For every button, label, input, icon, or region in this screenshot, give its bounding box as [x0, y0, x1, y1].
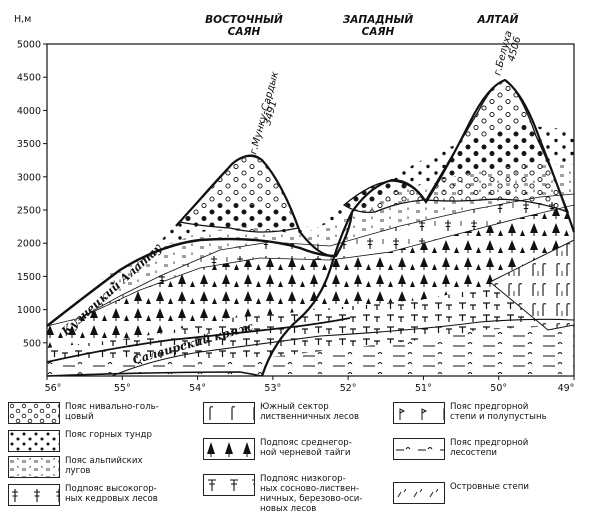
legend-label: Пояс горных тундр — [65, 430, 152, 440]
y-tick-label: 1500 — [17, 272, 41, 283]
sayan-divide-line — [260, 78, 576, 377]
legend-label: Подпояс среднегор- ной черневой тайги — [260, 438, 352, 458]
x-tick-label: 49° — [558, 383, 575, 394]
x-tick-label: 54° — [189, 383, 206, 394]
legend-swatch — [8, 484, 60, 506]
legend-swatch — [393, 482, 445, 504]
legend-swatch — [8, 430, 60, 452]
y-tick-label: 3000 — [17, 172, 41, 183]
x-tick-label: 55° — [114, 383, 131, 394]
region-zapadny-sayan-line2: САЯН — [362, 26, 395, 38]
legend-label: Подпояс низкогор- ных сосново-листвен- н… — [260, 474, 363, 514]
legend-label: Пояс предгорной степи и полупустынь — [450, 402, 547, 422]
legend-swatch — [393, 438, 445, 460]
x-tick-label: 53° — [264, 383, 281, 394]
legend-swatch — [203, 402, 255, 424]
altai-nival-zone — [424, 79, 570, 214]
x-axis: 56° 55° 54° 53° 52° 51° 50° 49° — [45, 376, 575, 394]
y-axis-unit: H,м — [14, 14, 31, 25]
x-tick-label: 52° — [340, 383, 357, 394]
kuznetsky-alatau-ridge-line — [46, 237, 337, 327]
x-tick-label: 51° — [415, 383, 432, 394]
forest-steppe-belt — [47, 325, 574, 376]
y-tick-label: 2000 — [17, 239, 41, 250]
legend-swatch — [8, 456, 60, 478]
legend-swatch — [8, 402, 60, 424]
region-vostochny-sayan-line2: САЯН — [228, 26, 261, 38]
island-steppes-fill — [490, 240, 574, 330]
y-tick-label: 4500 — [17, 73, 41, 84]
legend: Пояс нивально-голь- цовый Пояс горных тун… — [8, 400, 596, 522]
altitudinal-belts-profile: 500045004000350030002500200015001000500 … — [14, 13, 576, 394]
dark-taiga-belt — [47, 205, 574, 348]
legend-swatch — [393, 402, 445, 424]
legend-item-steppe: Пояс предгорной степи и полупустынь — [393, 402, 568, 424]
legend-item-alpine: Пояс альпийских лугов — [8, 456, 183, 478]
y-tick-label: 4000 — [17, 106, 41, 117]
y-tick-label: 5000 — [17, 40, 41, 51]
y-tick-label: 1000 — [17, 305, 41, 316]
legend-item-cedar: Подпояс высокогор- ных кедровых лесов — [8, 484, 183, 506]
legend-item-islands: Островные степи — [393, 482, 568, 504]
legend-item-larch: Южный сектор лиственничных лесов — [203, 402, 378, 424]
y-tick-label: 3500 — [17, 139, 41, 150]
cedar-forest-belt — [47, 193, 574, 327]
main-profile-line — [46, 371, 263, 377]
salair-ridge-line — [46, 317, 351, 363]
legend-label: Пояс альпийских лугов — [65, 456, 143, 476]
region-altai: АЛТАЙ — [477, 13, 519, 26]
legend-item-forest-steppe: Пояс предгорной лесостепи — [393, 438, 568, 460]
x-tick-label: 56° — [45, 383, 62, 394]
legend-swatch — [203, 474, 255, 496]
y-tick-label: 2500 — [17, 206, 41, 217]
legend-label: Подпояс высокогор- ных кедровых лесов — [65, 484, 158, 504]
legend-label: Островные степи — [450, 482, 529, 492]
legend-item-taiga: Подпояс среднегор- ной черневой тайги — [203, 438, 378, 460]
region-vostochny-sayan-line1: ВОСТОЧНЫЙ — [205, 13, 283, 26]
eastern-lower-boundary — [111, 318, 575, 377]
legend-label: Пояс нивально-голь- цовый — [65, 402, 159, 422]
x-tick-label: 50° — [490, 383, 507, 394]
y-tick-label: 500 — [23, 338, 41, 349]
y-axis: 5000 4500 4000 3500 3000 2500 2000 1500 1000 500 — [17, 40, 47, 349]
legend-label: Южный сектор лиственничных лесов — [260, 402, 360, 422]
legend-item-pine: Подпояс низкогор- ных сосново-листвен- н… — [203, 474, 378, 514]
legend-item-o: Пояс нивально-голь- цовый — [8, 402, 183, 424]
western-slope-outline — [175, 154, 354, 258]
legend-label: Пояс предгорной лесостепи — [450, 438, 529, 458]
legend-swatch — [203, 438, 255, 460]
legend-item-dots: Пояс горных тундр — [8, 430, 183, 452]
region-zapadny-sayan-line1: ЗАПАДНЫЙ — [343, 13, 414, 26]
